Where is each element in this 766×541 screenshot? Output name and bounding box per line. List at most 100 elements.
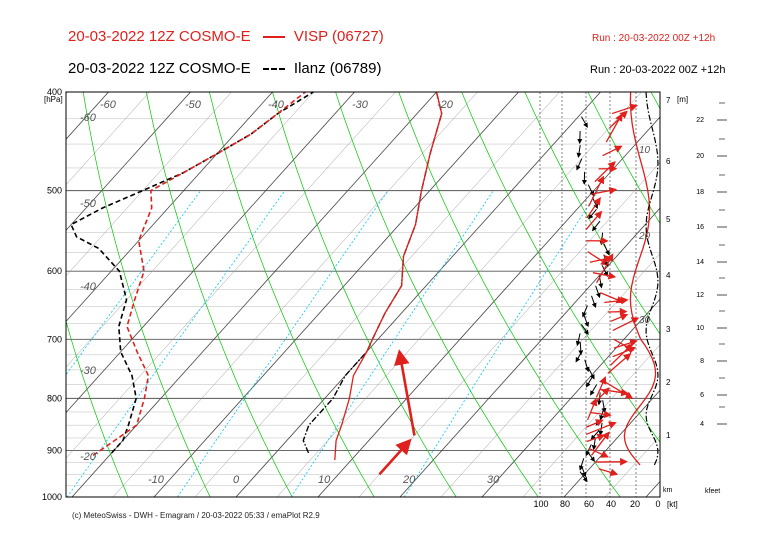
kfeet-tick-label: 16: [696, 224, 704, 231]
isotherm-line: [194, 92, 560, 497]
pressure-tick-label: 600: [47, 266, 62, 276]
height-km-tick: 5: [666, 215, 671, 224]
ilanz-wind-arrow: [584, 359, 590, 373]
visp-wind-arrow: [585, 210, 603, 230]
dry-adiabat-line: [398, 92, 621, 497]
isotherm-line: [276, 92, 642, 497]
ilanz-wind-arrow: [595, 415, 605, 426]
kfeet-tick-label: 18: [696, 189, 704, 196]
mixing-ratio-line: [403, 190, 599, 497]
visp-wind-arrow: [592, 271, 617, 280]
visp-wind-arrow: [596, 253, 614, 284]
temperature-left-label: -60: [80, 112, 97, 124]
isotherm-line: [66, 92, 191, 231]
kfeet-tick-label: 6: [700, 392, 704, 399]
ilanz-wind-profile: [645, 91, 659, 466]
dry-adiabat-line: [714, 92, 766, 497]
isotherm-line: [153, 92, 519, 497]
visp-wind-profile: [623, 91, 657, 466]
height-km-tick: 6: [666, 157, 671, 166]
visp-wind-arrow: [586, 397, 598, 421]
dry-adiabat-line: [145, 92, 293, 497]
ilanz-wind-arrow: [578, 458, 585, 471]
kfeet-tick-label: 10: [696, 325, 704, 332]
ilanz-wind-arrow: [595, 285, 601, 299]
isotherm-line: [317, 116, 660, 497]
kfeet-axis-label: kfeet: [705, 488, 720, 495]
ilanz-wind-arrow: [591, 437, 597, 451]
chart-grid: [0, 92, 766, 497]
wind-speed-tick: 40: [606, 499, 616, 509]
temperature-top-label: -20: [437, 99, 454, 111]
isotherm-line: [481, 298, 660, 497]
visp-wind-arrow: [605, 113, 623, 143]
pressure-axis-label: [hPa]: [44, 95, 63, 104]
dry-adiabat-line: [66, 319, 129, 497]
parcel-arrow: [378, 438, 412, 476]
isotherm-line: [66, 92, 232, 277]
isotherm-line: [604, 435, 660, 497]
dry-adiabat-line: [461, 92, 660, 443]
ilanz-wind-arrow: [579, 471, 588, 483]
legend-visp-label: VISP (06727): [293, 28, 384, 45]
visp-wind-arrow: [588, 447, 609, 458]
mixing-ratio-line: [177, 190, 389, 497]
dry-adiabat-line: [82, 92, 211, 497]
ilanz-wind-arrow: [591, 220, 601, 232]
isotherm-line: [66, 92, 68, 95]
wind-profile-arrows: [575, 91, 659, 483]
parcel-arrow: [394, 349, 416, 436]
ilanz-wind-arrow: [580, 464, 587, 478]
wind-speed-tick: 20: [630, 499, 640, 509]
height-axis-label: [m]: [677, 95, 688, 104]
ilanz-wind-arrow: [576, 158, 583, 171]
ilanz-wind-arrow: [575, 333, 581, 347]
ilanz-wind-arrow: [591, 295, 597, 309]
pressure-tick-label: 1000: [42, 492, 62, 502]
temperature-bottom-label: 30: [487, 474, 500, 486]
temperature-top-label: -50: [185, 99, 202, 111]
ilanz-wind-arrow: [575, 350, 583, 363]
dry-adiabat-line: [209, 92, 375, 497]
temperature-bottom-label: 0: [233, 474, 240, 486]
legend-visp-line-icon: [262, 36, 285, 39]
visp-wind-arrow: [607, 353, 632, 374]
mixing-ratio-line: [66, 190, 201, 376]
height-km-tick: 1: [666, 431, 671, 440]
ilanz-wind-arrow: [601, 265, 608, 277]
ilanz-wind-arrow: [603, 243, 610, 256]
height-km-tick: 4: [666, 271, 671, 280]
isotherm-line: [112, 92, 478, 497]
wind-km-label: km: [663, 487, 673, 494]
temperature-top-label: -40: [268, 99, 285, 111]
ilanz-wind-arrow: [590, 384, 598, 396]
ilanz-wind-arrow: [585, 444, 592, 457]
dry-adiabat-line: [272, 92, 457, 497]
dry-adiabat-line: [587, 92, 660, 224]
visp-wind-arrow: [586, 433, 606, 443]
dry-adiabat-line: [0, 92, 46, 497]
isotherm-line: [728, 92, 766, 497]
temperature-top-label: -60: [100, 99, 117, 111]
temperature-left-label: -20: [80, 451, 97, 463]
ilanz-wind-arrow: [586, 376, 594, 388]
ilanz-wind-arrow: [583, 314, 590, 328]
height-km-tick: 7: [666, 96, 671, 105]
isotherm-line: [645, 480, 660, 497]
sounding-profiles: [70, 92, 443, 476]
wind-speed-unit: [kt]: [667, 500, 678, 509]
mixing-ratio-line: [66, 190, 286, 497]
visp-wind-arrow: [586, 197, 601, 219]
isotherm-line: [66, 92, 396, 459]
temperature-bottom-label: 20: [402, 474, 416, 486]
temperature-left-label: -50: [80, 198, 97, 210]
wind-speed-tick: 80: [560, 499, 570, 509]
plot-frame: [65, 91, 661, 498]
visp-wind-arrow: [612, 317, 640, 332]
isotherm-line: [563, 389, 660, 497]
visp-wind-arrow: [591, 431, 610, 456]
wind-speed-tick: 60: [584, 499, 594, 509]
legend-ilanz-line-icon: [262, 68, 285, 71]
